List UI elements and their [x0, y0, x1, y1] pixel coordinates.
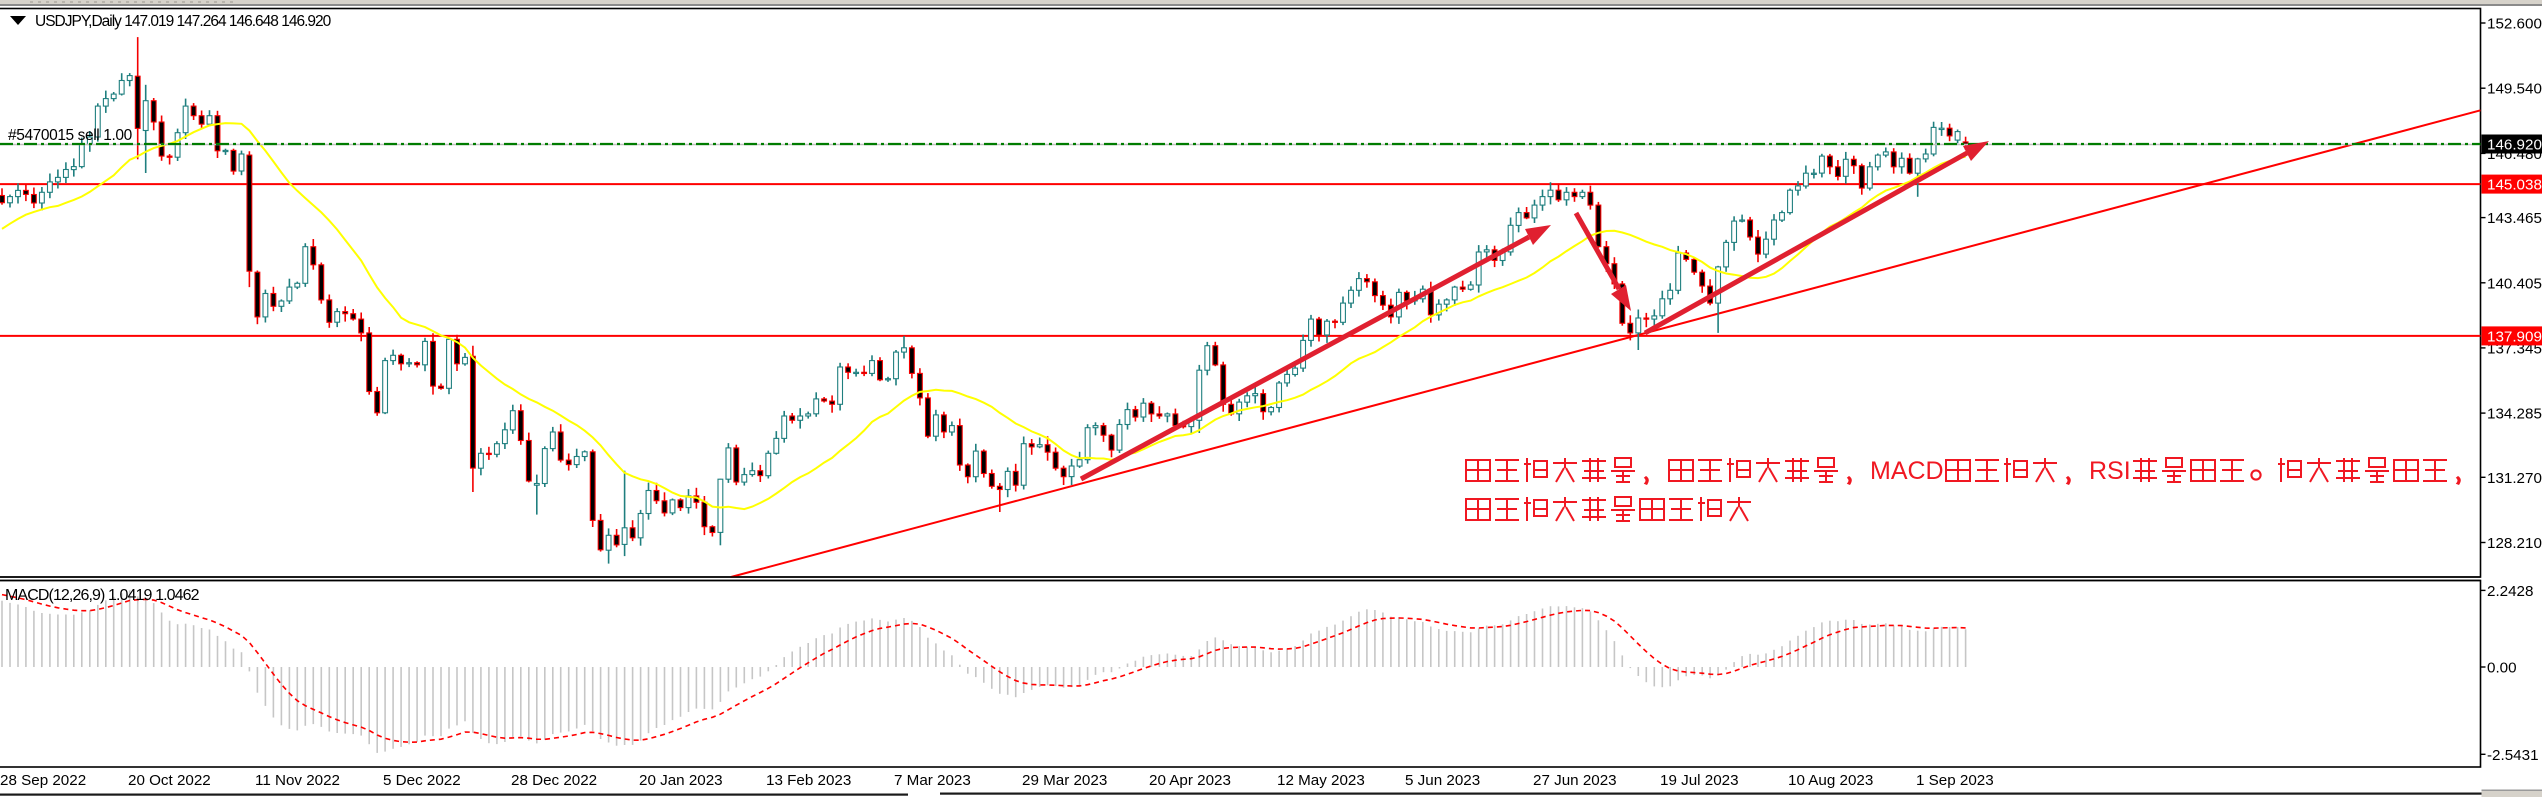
svg-text:2.2428: 2.2428 [2487, 583, 2533, 600]
svg-text:128.210: 128.210 [2487, 535, 2542, 552]
svg-text:13 Feb 2023: 13 Feb 2023 [766, 772, 851, 789]
svg-text:USDJPY,Daily 147.019 147.264: USDJPY,Daily 147.019 147.264 146.648 146… [35, 13, 332, 30]
svg-text:5 Jun 2023: 5 Jun 2023 [1405, 772, 1480, 789]
svg-text:28 Sep 2022: 28 Sep 2022 [0, 772, 86, 789]
svg-text:134.285: 134.285 [2487, 406, 2542, 423]
svg-text:MACD(12,26,9) 1.0419 1.0462: MACD(12,26,9) 1.0419 1.0462 [5, 587, 200, 604]
svg-text:1 Sep 2023: 1 Sep 2023 [1916, 772, 1994, 789]
svg-text:10 Aug 2023: 10 Aug 2023 [1788, 772, 1873, 789]
svg-text:146.920: 146.920 [2487, 137, 2542, 154]
svg-text:137.909: 137.909 [2487, 328, 2542, 345]
svg-text:11 Nov 2022: 11 Nov 2022 [255, 772, 340, 789]
svg-text:19 Jul 2023: 19 Jul 2023 [1660, 772, 1739, 789]
svg-text:20 Oct 2022: 20 Oct 2022 [128, 772, 211, 789]
svg-text:20 Jan 2023: 20 Jan 2023 [639, 772, 723, 789]
svg-text:131.270: 131.270 [2487, 470, 2542, 487]
svg-text:145.038: 145.038 [2487, 177, 2542, 194]
svg-text:-2.5431: -2.5431 [2487, 747, 2539, 764]
svg-text:RSI: RSI [2089, 457, 2131, 485]
svg-text:5 Dec 2022: 5 Dec 2022 [383, 772, 461, 789]
svg-text:143.465: 143.465 [2487, 210, 2542, 227]
svg-text:0.00: 0.00 [2487, 660, 2517, 677]
svg-text:12 May 2023: 12 May 2023 [1277, 772, 1365, 789]
svg-text:152.600: 152.600 [2487, 16, 2542, 33]
svg-text:28 Dec 2022: 28 Dec 2022 [511, 772, 597, 789]
svg-text:29 Mar 2023: 29 Mar 2023 [1022, 772, 1107, 789]
svg-text:149.540: 149.540 [2487, 81, 2542, 98]
svg-text:7 Mar 2023: 7 Mar 2023 [894, 772, 971, 789]
svg-text:#5470015 sell 1.00: #5470015 sell 1.00 [8, 127, 133, 144]
svg-text:20 Apr 2023: 20 Apr 2023 [1149, 772, 1231, 789]
svg-text:140.405: 140.405 [2487, 275, 2542, 292]
svg-text:MACD: MACD [1870, 457, 1944, 485]
svg-text:27 Jun 2023: 27 Jun 2023 [1533, 772, 1617, 789]
